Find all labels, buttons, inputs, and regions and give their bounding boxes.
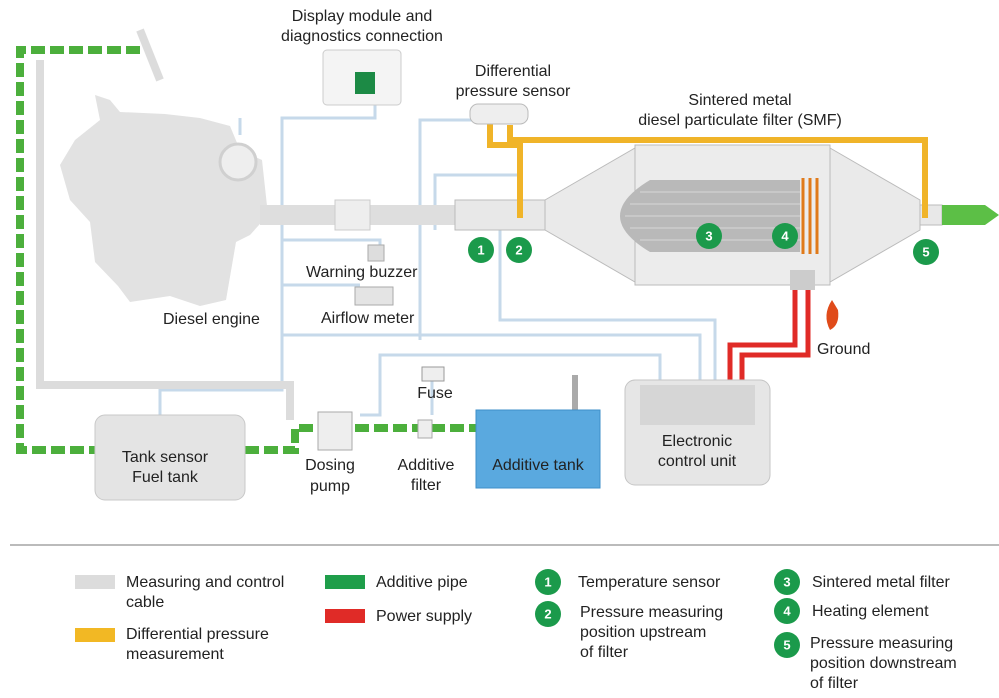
legend-label: Temperature sensor <box>578 574 721 591</box>
inlet <box>455 200 545 230</box>
legend-label: Measuring and control <box>126 574 284 591</box>
label: diagnostics connection <box>281 28 443 45</box>
legend-label: Sintered metal filter <box>812 574 951 591</box>
control-unit-top <box>640 385 755 425</box>
dosing-pump <box>318 412 352 450</box>
marker-number: 3 <box>705 228 712 243</box>
marker-number: 1 <box>477 242 484 257</box>
legend-swatch <box>75 575 115 589</box>
label: pump <box>310 478 350 495</box>
label: Dosing <box>305 457 355 474</box>
outlet-cone <box>830 148 920 282</box>
marker-number: 2 <box>544 606 551 621</box>
legend-label: of filter <box>810 675 859 692</box>
label: filter <box>411 477 442 494</box>
pipe-joint <box>335 200 370 230</box>
pressure-sensor <box>470 104 528 124</box>
marker-number: 1 <box>544 574 551 589</box>
label: Ground <box>817 341 870 358</box>
label: Electronic <box>662 433 732 450</box>
marker-number: 5 <box>783 637 790 652</box>
label: control unit <box>658 453 737 470</box>
marker-number: 4 <box>781 228 789 243</box>
display-screen <box>355 72 375 94</box>
measuring-cable <box>140 30 160 80</box>
legend-swatch <box>325 575 365 589</box>
airflow-meter <box>355 287 393 305</box>
legend-label: measurement <box>126 646 224 663</box>
label: pressure sensor <box>456 83 571 100</box>
label: Additive <box>398 457 455 474</box>
cable <box>360 355 660 415</box>
label: Sintered metal <box>688 92 791 109</box>
cable <box>282 335 700 380</box>
pulley <box>220 144 256 180</box>
legend-label: of filter <box>580 644 629 661</box>
label: Fuel tank <box>132 469 199 486</box>
label: Tank sensor <box>122 449 209 466</box>
legend-label: cable <box>126 594 164 611</box>
warning-buzzer <box>368 245 384 261</box>
additive-tank <box>476 410 600 488</box>
legend-label: Additive pipe <box>376 574 468 591</box>
label: Display module and <box>292 8 433 25</box>
label: Diesel engine <box>163 311 260 328</box>
label: Fuse <box>417 385 453 402</box>
legend-label: Differential pressure <box>126 626 269 643</box>
additive-filter <box>418 420 432 438</box>
label: Differential <box>475 63 551 80</box>
legend-label: position upstream <box>580 624 706 641</box>
label: diesel particulate filter (SMF) <box>638 112 842 129</box>
marker-number: 4 <box>783 603 791 618</box>
cable <box>282 240 380 250</box>
legend-label: Heating element <box>812 603 929 620</box>
ground-symbol <box>826 300 838 330</box>
marker-number: 5 <box>922 244 929 259</box>
label: Additive tank <box>492 457 585 474</box>
label: Airflow meter <box>321 310 415 327</box>
exhaust-arrow <box>942 205 999 225</box>
legend-label: Pressure measuring <box>810 635 953 652</box>
fuse <box>422 367 444 381</box>
legend-swatch <box>325 609 365 623</box>
legend-swatch <box>75 628 115 642</box>
marker-number: 2 <box>515 242 522 257</box>
marker-number: 3 <box>783 574 790 589</box>
diagram: Display module and diagnostics connection… <box>0 0 999 698</box>
legend-label: Pressure measuring <box>580 604 723 621</box>
label: Warning buzzer <box>306 264 418 281</box>
connector <box>790 270 815 290</box>
legend-label: Power supply <box>376 608 472 625</box>
pipe <box>245 428 315 450</box>
legend-label: position downstream <box>810 655 957 672</box>
diesel-engine <box>60 95 268 306</box>
power-lines <box>730 290 808 380</box>
